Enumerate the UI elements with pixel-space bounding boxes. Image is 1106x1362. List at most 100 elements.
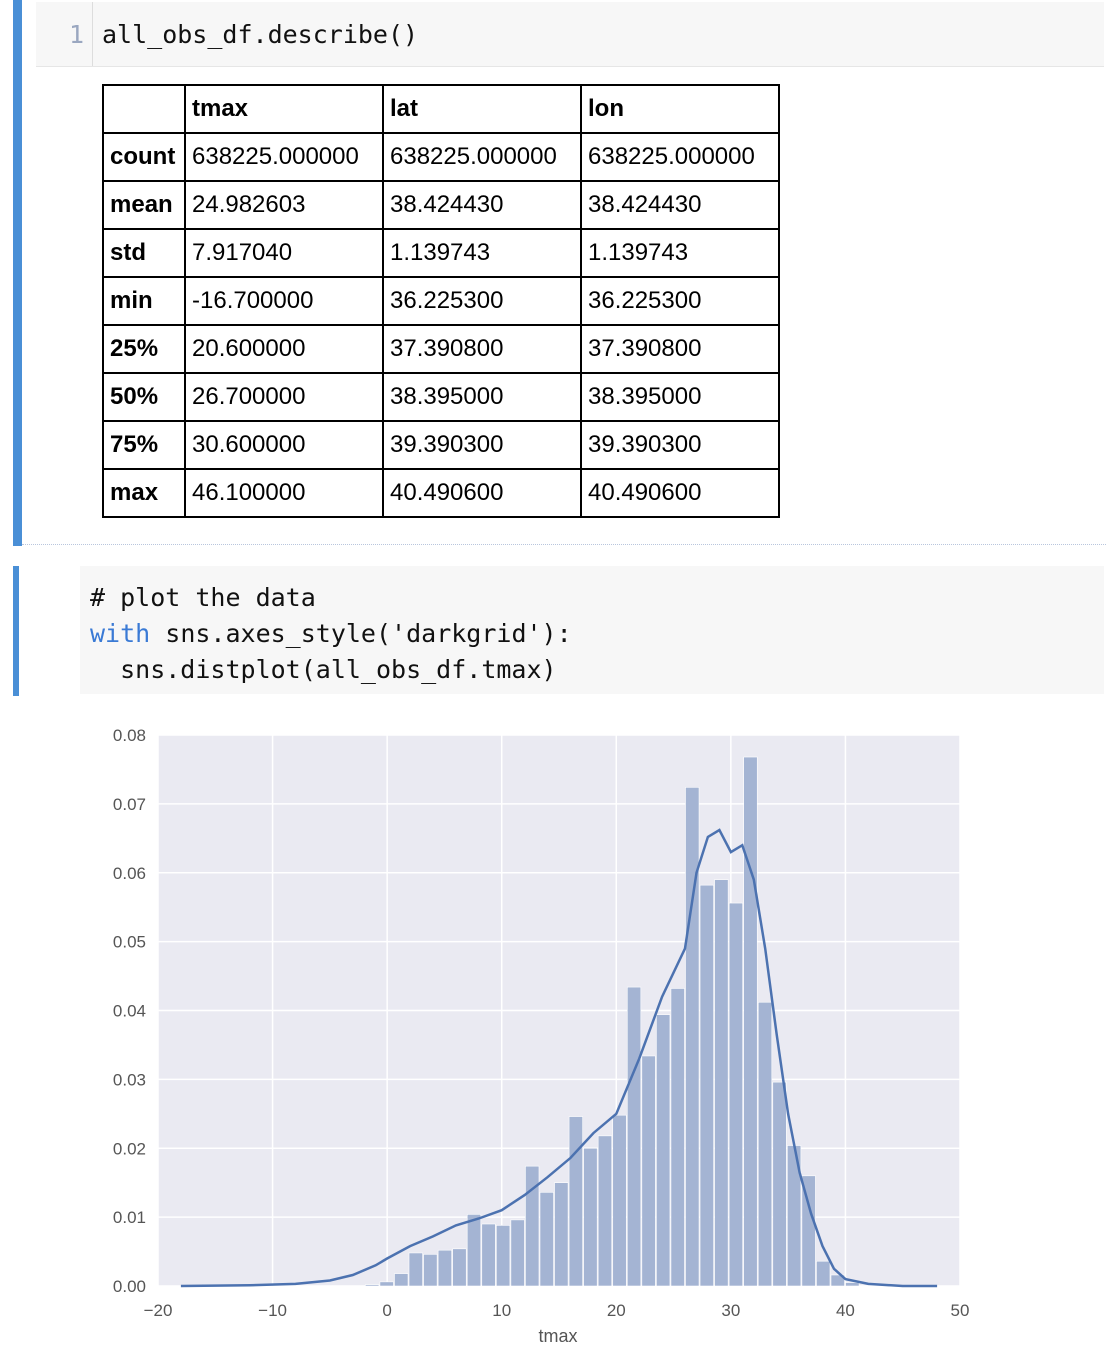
- table-header-row: tmax lat lon: [102, 84, 780, 134]
- row-label: 75%: [102, 420, 186, 470]
- table-cell: 30.600000: [184, 420, 384, 470]
- code-input-area[interactable]: # plot the data with sns.axes_style('dar…: [80, 566, 1104, 694]
- table-cell: 39.390300: [580, 420, 780, 470]
- table-row: 50% 26.700000 38.395000 38.395000: [102, 372, 780, 422]
- table-cell: 36.225300: [382, 276, 582, 326]
- histogram-bar: [714, 879, 729, 1287]
- row-label: count: [102, 132, 186, 182]
- y-tick-label: 0.07: [113, 795, 146, 814]
- table-cell: 1.139743: [382, 228, 582, 278]
- code-text: sns.distplot(all_obs_df.tmax): [90, 655, 557, 684]
- histogram-bar: [466, 1214, 482, 1287]
- table-cell: 39.390300: [382, 420, 582, 470]
- y-tick-label: 0.00: [113, 1277, 146, 1296]
- histogram-bar: [670, 988, 685, 1287]
- row-label: max: [102, 468, 186, 518]
- histogram-bar: [539, 1192, 554, 1287]
- histogram-bar: [568, 1116, 583, 1287]
- table-row: count 638225.000000 638225.000000 638225…: [102, 132, 780, 182]
- histogram-bar: [510, 1219, 525, 1287]
- row-label: std: [102, 228, 186, 278]
- histogram-bar: [408, 1252, 423, 1287]
- kde-line: [180, 828, 938, 1288]
- table-cell: 37.390800: [382, 324, 582, 374]
- x-tick-label: 30: [721, 1301, 740, 1320]
- table-cell: 7.917040: [184, 228, 384, 278]
- row-label: 25%: [102, 324, 186, 374]
- x-tick-label: 20: [607, 1301, 626, 1320]
- x-tick-label: 0: [382, 1301, 391, 1320]
- y-tick-label: 0.08: [113, 726, 146, 745]
- y-tick-labels: 0.00 0.01 0.02 0.03 0.04 0.05 0.06 0.07 0.08: [113, 726, 146, 1296]
- y-tick-label: 0.02: [113, 1139, 146, 1158]
- table-cell: 24.982603: [184, 180, 384, 230]
- histogram-bar: [452, 1248, 467, 1287]
- code-input-area[interactable]: 1 all_obs_df.describe(): [36, 2, 1104, 67]
- table-cell: 638225.000000: [184, 132, 384, 182]
- table-cell: 38.395000: [580, 372, 780, 422]
- histogram-bar: [554, 1182, 569, 1287]
- code-comment: # plot the data: [90, 583, 316, 612]
- histogram-bar: [496, 1225, 511, 1287]
- row-label: mean: [102, 180, 186, 230]
- histogram-bar: [365, 1284, 380, 1287]
- y-tick-label: 0.01: [113, 1208, 146, 1227]
- code-line[interactable]: all_obs_df.describe(): [102, 20, 419, 49]
- distplot-chart: −20 −10 0 10 20 30 40 50 0.000.010.020.030.040.…: [113, 726, 970, 1346]
- table-row: 25% 20.600000 37.390800 37.390800: [102, 324, 780, 374]
- x-tick-labels: −20 −10 0 10 20 30 40 50: [144, 1301, 970, 1320]
- table-cell: 40.490600: [382, 468, 582, 518]
- histogram-bar: [772, 1081, 787, 1287]
- table-cell: 638225.000000: [580, 132, 780, 182]
- x-tick-label: −10: [258, 1301, 287, 1320]
- histogram-bars: [365, 756, 860, 1287]
- x-tick-label: 40: [836, 1301, 855, 1320]
- grid-lines: [157, 734, 961, 1287]
- histogram-bar: [379, 1281, 394, 1287]
- histogram-bar: [685, 787, 700, 1287]
- table-row: 75% 30.600000 39.390300 39.390300: [102, 420, 780, 470]
- active-cell-indicator: [13, 0, 22, 546]
- histogram-bar: [612, 1114, 627, 1287]
- code-text: sns.axes_style('darkgrid'):: [150, 619, 572, 648]
- y-tick-label: 0.05: [113, 933, 146, 952]
- y-tick-label: 0.03: [113, 1070, 146, 1089]
- histogram-bar: [830, 1274, 845, 1287]
- histogram-bar: [801, 1175, 816, 1287]
- table-cell: 36.225300: [580, 276, 780, 326]
- table-cell: 1.139743: [580, 228, 780, 278]
- table-row: min -16.700000 36.225300 36.225300: [102, 276, 780, 326]
- notebook-cell-describe[interactable]: 1 all_obs_df.describe() tmax lat lon cou…: [0, 0, 1106, 546]
- histogram-bar: [743, 756, 758, 1287]
- x-tick-label: 50: [951, 1301, 970, 1320]
- y-tick-label: 0.06: [113, 864, 146, 883]
- histogram-bar: [394, 1273, 409, 1287]
- y-tick-label: 0.04: [113, 1002, 146, 1021]
- x-axis-label: tmax: [538, 1326, 577, 1346]
- histogram-bar: [423, 1254, 438, 1287]
- column-header: lon: [580, 84, 780, 134]
- line-gutter: 1: [36, 2, 93, 66]
- table-cell: 638225.000000: [382, 132, 582, 182]
- histogram-bar: [437, 1249, 452, 1287]
- histogram-bar: [757, 1001, 773, 1287]
- histogram-bar: [816, 1260, 831, 1287]
- histogram-bar: [728, 902, 743, 1287]
- cell-indicator: [13, 566, 19, 696]
- code-block[interactable]: # plot the data with sns.axes_style('dar…: [90, 580, 572, 688]
- table-row: max 46.100000 40.490600 40.490600: [102, 468, 780, 518]
- table-cell: 38.424430: [580, 180, 780, 230]
- code-keyword: with: [90, 619, 151, 648]
- table-row: std 7.917040 1.139743 1.139743: [102, 228, 780, 278]
- column-header: lat: [382, 84, 582, 134]
- table-cell: 26.700000: [184, 372, 384, 422]
- table-cell: 20.600000: [184, 324, 384, 374]
- histogram-bar: [699, 884, 714, 1287]
- x-tick-label: 10: [492, 1301, 511, 1320]
- histogram-bar: [525, 1165, 540, 1287]
- histogram-bar: [597, 1135, 613, 1287]
- line-number: 1: [68, 20, 84, 49]
- histogram-bar: [583, 1147, 598, 1287]
- histogram-bar: [481, 1223, 496, 1287]
- cell-divider: [22, 544, 1106, 545]
